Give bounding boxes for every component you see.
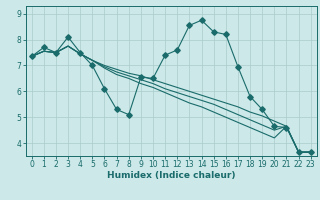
X-axis label: Humidex (Indice chaleur): Humidex (Indice chaleur) <box>107 171 236 180</box>
